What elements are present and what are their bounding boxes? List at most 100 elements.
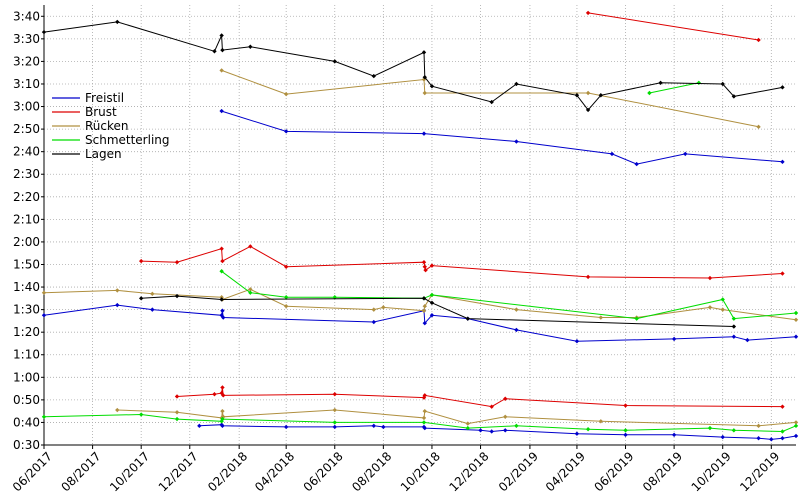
data-point-schmetterling: [780, 429, 785, 434]
x-tick-label: 10/2018: [398, 449, 443, 494]
data-point-freistil: [514, 139, 519, 144]
data-point-lagen: [220, 47, 225, 53]
data-point-lagen: [41, 29, 47, 35]
data-point-lagen: [371, 73, 376, 79]
y-tick-label: 1:00: [13, 370, 40, 384]
data-point-schmetterling: [220, 416, 225, 422]
series-line-lagen: [141, 295, 734, 327]
data-point-freistil: [150, 307, 155, 312]
data-point-brust: [219, 246, 224, 251]
data-point-ruecken: [174, 410, 180, 415]
legend-label: Brust: [85, 105, 117, 119]
data-point-schmetterling: [731, 428, 737, 433]
data-point-freistil: [115, 302, 120, 308]
series-ruecken: [41, 68, 799, 429]
y-tick-label: 2:20: [13, 190, 40, 204]
data-point-ruecken: [150, 291, 155, 297]
x-tick-label: 08/2017: [58, 449, 103, 494]
x-tick-label: 12/2017: [156, 449, 201, 494]
y-tick-label: 2:00: [13, 235, 40, 249]
data-point-schmetterling: [138, 412, 144, 417]
data-point-freistil: [197, 423, 202, 429]
series-layer: [41, 10, 799, 442]
data-point-schmetterling: [332, 420, 337, 425]
data-point-brust: [220, 385, 225, 390]
data-point-ruecken: [465, 421, 470, 426]
series-line-freistil: [221, 110, 783, 165]
data-point-freistil: [745, 337, 750, 343]
data-point-ruecken: [115, 407, 120, 413]
data-point-schmetterling: [514, 423, 519, 429]
y-tick-label: 3:40: [13, 9, 40, 23]
data-point-brust: [489, 404, 494, 409]
data-point-schmetterling: [429, 292, 435, 298]
data-point-freistil: [220, 308, 225, 313]
data-point-brust: [623, 403, 628, 408]
data-point-ruecken: [115, 288, 120, 293]
data-point-freistil: [283, 424, 289, 430]
data-point-schmetterling: [793, 310, 799, 316]
data-point-lagen: [429, 84, 435, 89]
data-point-brust: [585, 274, 591, 280]
data-point-freistil: [671, 336, 677, 342]
x-tick-label: 04/2019: [543, 449, 588, 494]
series-lagen: [41, 19, 785, 329]
data-point-lagen: [489, 99, 494, 105]
data-point-freistil: [793, 334, 799, 339]
y-tick-label: 2:10: [13, 212, 40, 226]
data-point-freistil: [780, 159, 785, 165]
data-point-ruecken: [422, 304, 427, 309]
data-point-freistil: [422, 425, 427, 431]
data-point-freistil: [514, 327, 519, 333]
data-point-freistil: [769, 437, 774, 442]
data-point-brust: [422, 264, 427, 269]
x-tick-label: 10/2019: [689, 449, 734, 494]
data-point-ruecken: [585, 90, 591, 96]
data-point-brust: [780, 271, 785, 276]
x-tick-label: 06/2019: [591, 449, 636, 494]
data-point-schmetterling: [585, 427, 591, 432]
data-point-ruecken: [219, 68, 224, 73]
data-point-ruecken: [756, 423, 761, 429]
y-tick-label: 2:40: [13, 145, 40, 159]
data-point-brust: [421, 260, 427, 265]
data-point-freistil: [609, 151, 615, 157]
data-point-ruecken: [371, 307, 376, 312]
series-freistil: [41, 108, 799, 442]
y-tick-label: 3:30: [13, 32, 40, 46]
data-point-lagen: [720, 81, 725, 87]
data-point-brust: [429, 263, 435, 268]
data-point-freistil: [780, 436, 785, 441]
data-point-freistil: [283, 129, 289, 134]
data-point-freistil: [371, 319, 376, 325]
data-point-freistil: [503, 428, 508, 433]
series-line-schmetterling: [221, 270, 797, 320]
data-point-lagen: [174, 293, 180, 299]
data-point-freistil: [221, 315, 226, 320]
data-point-brust: [221, 393, 226, 398]
series-line-brust: [141, 245, 783, 279]
data-point-freistil: [371, 423, 376, 429]
data-point-ruecken: [381, 305, 386, 310]
data-point-ruecken: [220, 408, 225, 414]
data-point-freistil: [41, 313, 47, 318]
gridlines: [43, 5, 796, 446]
data-point-freistil: [720, 434, 725, 440]
data-point-lagen: [429, 300, 435, 306]
data-point-schmetterling: [696, 80, 702, 86]
y-tick-label: 1:40: [13, 280, 40, 294]
data-point-brust: [138, 258, 144, 264]
data-point-ruecken: [793, 317, 799, 322]
data-point-ruecken: [707, 305, 713, 310]
data-point-lagen: [212, 49, 217, 54]
legend-label: Lagen: [85, 147, 122, 161]
data-point-ruecken: [422, 90, 427, 96]
data-point-brust: [220, 258, 225, 264]
legend-label: Schmetterling: [85, 133, 170, 147]
x-tick-label: 08/2019: [640, 449, 685, 494]
data-point-lagen: [585, 107, 591, 113]
data-point-lagen: [248, 44, 253, 49]
data-point-brust: [756, 37, 761, 43]
